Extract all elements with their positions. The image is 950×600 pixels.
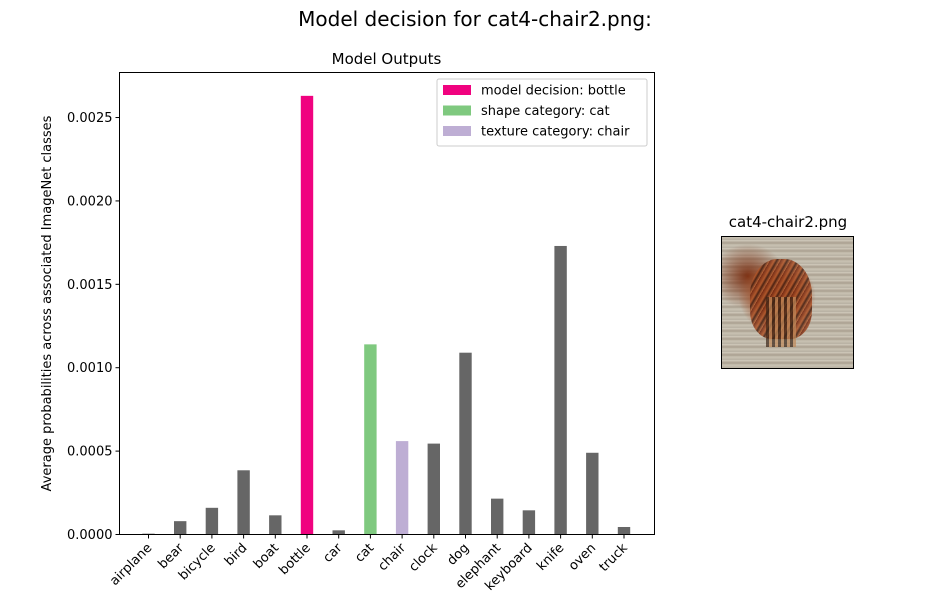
x-tick-label: airplane [107, 541, 155, 589]
legend-swatch [443, 105, 471, 116]
x-tick-label: clock [406, 540, 441, 575]
bar-chair [395, 441, 409, 535]
legend-label: texture category: chair [481, 125, 630, 140]
bar-cat [364, 344, 377, 535]
x-tick-label: dog [444, 541, 472, 569]
x-tick-label: car [320, 540, 346, 566]
stimulus-image [721, 236, 854, 369]
x-tick-label: cat [352, 541, 377, 566]
x-tick-label: oven [566, 541, 599, 574]
y-tick-label: 0.0025 [67, 111, 113, 126]
x-tick-label: chair [375, 540, 409, 574]
legend-label: shape category: cat [481, 104, 610, 119]
bar-knife [554, 245, 567, 535]
bar-bird [237, 470, 250, 535]
legend-swatch [443, 126, 471, 136]
image-panel-title: cat4-chair2.png [728, 213, 848, 231]
x-tick-label: knife [534, 541, 567, 574]
y-tick-label: 0.0010 [67, 361, 113, 376]
legend-swatch [443, 85, 471, 95]
y-tick-label: 0.0015 [67, 278, 113, 293]
chart-title: Model Outputs [332, 50, 442, 68]
y-tick-label: 0.0000 [67, 528, 113, 543]
bars-group [142, 95, 631, 535]
y-tick-label: 0.0005 [67, 445, 113, 460]
bar-car [332, 530, 345, 535]
bar-truck [617, 526, 631, 535]
x-tick-label: bird [222, 541, 250, 569]
bar-clock [427, 443, 440, 535]
legend-label: model decision: bottle [481, 84, 626, 99]
legend: model decision: bottle shape category: ca… [436, 78, 648, 147]
bar-bicycle [205, 507, 219, 535]
legend-box [436, 78, 648, 147]
y-axis: 0.0000 0.0005 0.0010 0.0015 0.0020 0.0025 [67, 111, 120, 543]
y-tick-label: 0.0020 [67, 194, 113, 209]
bar-oven [586, 452, 599, 535]
bar-bottle [300, 95, 314, 535]
x-tick-label: truck [597, 540, 632, 575]
figure-title: Model decision for cat4-chair2.png: [298, 7, 652, 31]
bar-elephant [491, 498, 504, 535]
plot-frame [119, 72, 655, 535]
bar-dog [459, 352, 472, 535]
bar-keyboard [522, 510, 536, 535]
bar-bear [174, 521, 187, 535]
y-axis-label: Average probabilities across associated … [40, 115, 55, 491]
bar-boat [269, 515, 282, 535]
x-tick-label: bottle [276, 541, 313, 578]
